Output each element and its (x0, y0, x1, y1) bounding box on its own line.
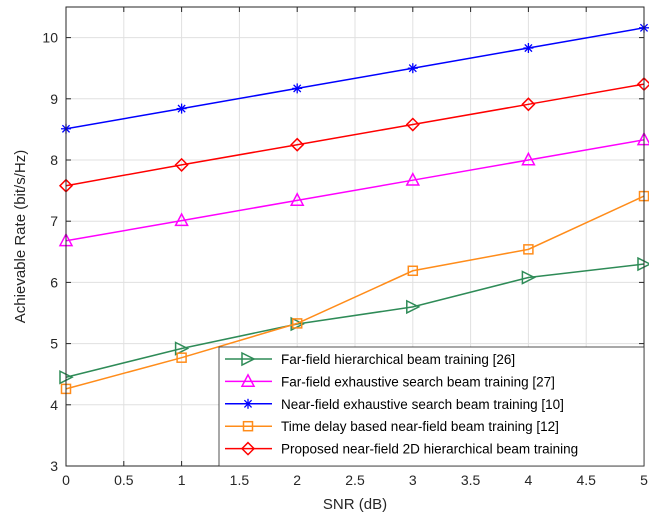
data-point (405, 171, 421, 186)
data-point (407, 265, 419, 277)
x-axis-label: SNR (dB) (323, 496, 387, 513)
data-point (290, 137, 305, 152)
x-tick-label: 1.5 (230, 472, 250, 488)
x-tick-label: 4 (525, 472, 533, 488)
series-line-4 (65, 195, 645, 390)
asterisk-stroke (243, 399, 253, 408)
legend-entry-1: Far-field hierarchical beam training [26… (281, 352, 515, 367)
x-tick-label: 4.5 (576, 472, 596, 488)
x-tick-label: 0.5 (114, 472, 134, 488)
data-point (174, 157, 189, 172)
series-line-2 (65, 139, 645, 242)
legend-entry-3: Near-field exhaustive search beam traini… (281, 397, 564, 412)
x-tick-label: 3 (409, 472, 417, 488)
y-tick-label: 5 (50, 336, 58, 352)
x-tick-label: 2 (293, 472, 301, 488)
y-tick-label: 9 (50, 91, 58, 107)
legend-marker-2 (240, 373, 256, 387)
data-point (523, 244, 534, 255)
series-line-1 (65, 263, 645, 378)
data-point (174, 212, 189, 227)
legend-marker-5 (240, 441, 256, 456)
y-tick-label: 6 (50, 274, 58, 290)
data-point (290, 316, 305, 332)
x-tick-label: 3.5 (461, 472, 481, 488)
data-point (523, 43, 534, 54)
data-point (521, 97, 536, 112)
data-point (405, 117, 420, 132)
data-point (291, 318, 303, 329)
x-tick-label: 1 (178, 472, 186, 488)
data-point (174, 341, 190, 356)
legend-box (218, 346, 645, 467)
y-tick-label: 8 (50, 152, 58, 168)
asterisk-stroke (177, 104, 186, 113)
legend-marker-1 (241, 351, 256, 367)
data-point (406, 299, 421, 315)
y-tick-label: 4 (50, 397, 58, 413)
x-tick-label: 0 (62, 472, 70, 488)
data-point (176, 352, 187, 363)
series-line-5 (65, 83, 645, 187)
asterisk-stroke (524, 43, 533, 53)
data-point (521, 270, 537, 285)
x-tick-label: 5 (640, 472, 648, 488)
series-line-3 (65, 27, 645, 130)
legend-marker-3 (243, 398, 253, 409)
asterisk-stroke (293, 84, 302, 93)
x-tick-label: 2.5 (345, 472, 365, 488)
legend-entry-2: Far-field exhaustive search beam trainin… (281, 374, 555, 389)
data-point (176, 103, 187, 114)
legend: Far-field hierarchical beam training [26… (218, 346, 645, 467)
data-point (289, 192, 305, 206)
data-point (407, 63, 418, 74)
axis-ticks: 0 0.5 1 1.5 2 2.5 3 3.5 4 4.5 5 3 4 5 6 7 8 9 10 (42, 7, 648, 488)
y-tick-label: 3 (50, 458, 58, 474)
legend-entry-5: Proposed near-field 2D hierarchical beam… (281, 442, 578, 457)
legend-entry-4: Time delay based near-field beam trainin… (281, 419, 559, 434)
y-axis-label: Achievable Rate (bit/s/Hz) (12, 150, 29, 323)
y-tick-label: 7 (50, 213, 58, 229)
y-tick-label: 10 (42, 30, 58, 46)
legend-marker-4 (242, 420, 254, 432)
data-point (521, 151, 536, 166)
data-point (292, 83, 303, 94)
asterisk-stroke (408, 64, 417, 73)
